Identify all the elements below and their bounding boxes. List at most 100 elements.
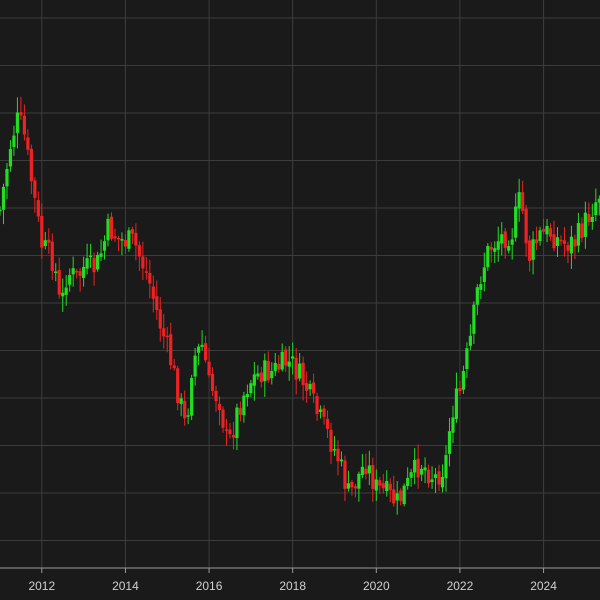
x-axis-ticks: 2012 2014 2016 2018 2020 2022 2024 <box>28 568 557 593</box>
candle <box>85 243 89 275</box>
candle-body <box>252 374 256 386</box>
candle-body <box>322 408 326 417</box>
candle <box>75 268 79 279</box>
candle <box>392 475 396 507</box>
candle <box>325 410 330 439</box>
candle <box>144 256 148 280</box>
candle <box>8 140 13 172</box>
candle <box>423 457 427 484</box>
candle <box>291 342 295 375</box>
candle-body <box>61 292 65 297</box>
candle-body <box>197 346 201 353</box>
candle <box>552 220 556 252</box>
candle <box>353 483 358 498</box>
candle-body <box>123 239 128 247</box>
candle-body <box>496 241 500 250</box>
candle-body <box>503 231 507 248</box>
candle-body <box>263 360 267 382</box>
candle <box>141 241 145 280</box>
candle <box>531 231 535 275</box>
candle-body <box>207 361 211 376</box>
candle <box>82 256 86 287</box>
candle-body <box>130 229 135 234</box>
candle <box>315 392 319 422</box>
candle-body <box>545 225 549 235</box>
candle <box>280 343 284 372</box>
candle-body <box>109 216 114 239</box>
candle <box>165 327 169 353</box>
candle <box>68 268 72 292</box>
candle <box>294 347 298 395</box>
candle <box>503 228 507 259</box>
candle-body <box>507 246 511 251</box>
candle-body <box>19 112 23 116</box>
candle-body <box>367 465 371 474</box>
candle-body <box>569 236 574 254</box>
candle <box>54 263 58 282</box>
candle <box>385 470 389 497</box>
candle-body <box>458 388 462 392</box>
candle <box>559 235 563 246</box>
candle-body <box>183 400 187 419</box>
candle-body <box>590 216 594 222</box>
candle-body <box>357 473 361 489</box>
candle <box>193 347 197 386</box>
candle-body <box>151 286 155 299</box>
candle <box>576 212 580 253</box>
candle <box>444 445 448 492</box>
candle-body <box>468 335 472 346</box>
candle <box>61 278 65 312</box>
candle <box>437 464 441 491</box>
candle-body <box>284 349 288 366</box>
candle <box>566 241 570 264</box>
candle-body <box>402 485 406 505</box>
candle <box>190 374 194 420</box>
candle-body <box>26 137 30 150</box>
candle <box>521 180 525 215</box>
candle <box>402 483 406 507</box>
candle-body <box>399 490 403 502</box>
candle <box>92 252 96 286</box>
candle-body <box>210 373 215 391</box>
candle-body <box>528 240 532 261</box>
x-tick-label-2014: 2014 <box>112 579 139 593</box>
candle-body <box>75 270 79 273</box>
candle <box>433 467 438 493</box>
candle <box>465 342 469 378</box>
candle <box>371 457 375 502</box>
candle <box>413 448 417 485</box>
candle-body <box>99 253 103 257</box>
candle-body <box>440 477 445 488</box>
candle <box>343 455 347 502</box>
candle-body <box>447 431 452 454</box>
candle <box>569 225 574 269</box>
candle-body <box>88 255 93 258</box>
candle-body <box>514 206 518 238</box>
candle-body <box>437 471 441 485</box>
candle-body <box>413 459 417 473</box>
candle <box>597 195 600 216</box>
candle-body <box>169 334 173 366</box>
candle-body <box>186 415 190 417</box>
candle <box>468 324 472 351</box>
candle <box>510 228 514 260</box>
candle <box>238 401 243 422</box>
candle-body <box>451 417 455 433</box>
candle-body <box>360 466 364 476</box>
candle-body <box>54 271 58 274</box>
candle <box>451 405 455 444</box>
candle-body <box>493 248 497 252</box>
candle-body <box>57 269 61 295</box>
candle-body <box>562 240 567 244</box>
candle-body <box>193 355 197 377</box>
candle-body <box>221 409 225 428</box>
x-tick-label-2012: 2012 <box>28 579 55 593</box>
candle-body <box>444 455 448 479</box>
candle-body <box>461 371 466 390</box>
candle-body <box>172 365 176 369</box>
candle <box>507 240 511 254</box>
candle <box>486 243 490 271</box>
candle-body <box>12 135 16 148</box>
candle <box>43 231 47 250</box>
candle-body <box>587 214 591 222</box>
